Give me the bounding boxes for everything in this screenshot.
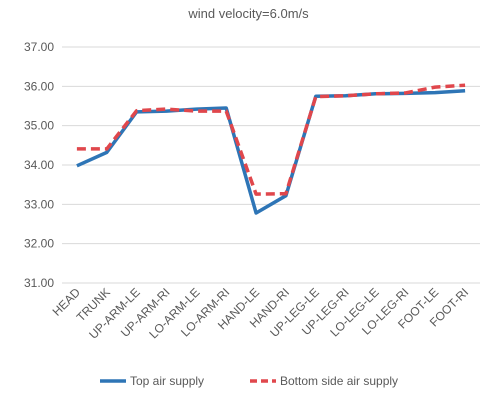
y-tick-label: 35.00 (24, 119, 54, 133)
legend-item: Bottom side air supply (250, 374, 398, 388)
y-tick-label: 32.00 (24, 237, 54, 251)
series-line-1 (76, 83, 466, 196)
legend-item: Top air supply (100, 374, 204, 388)
y-tick-label: 31.00 (24, 276, 54, 290)
x-axis-ticks: HEADTRUNKUP-ARM-LEUP-ARM-RILO-ARM-LELO-A… (50, 285, 472, 342)
legend: Top air supply Bottom side air supply (100, 374, 398, 388)
legend-label: Top air supply (130, 374, 204, 388)
y-tick-label: 33.00 (24, 197, 54, 211)
y-tick-label: 36.00 (24, 79, 54, 93)
y-axis-ticks: 31.00 32.00 33.00 34.00 35.00 36.00 37.00 (24, 40, 54, 290)
y-tick-label: 34.00 (24, 158, 54, 172)
y-tick-label: 37.00 (24, 40, 54, 54)
gridlines (62, 46, 480, 284)
legend-label: Bottom side air supply (280, 374, 398, 388)
series-lines (76, 83, 466, 215)
series-line-0 (76, 88, 466, 215)
chart-title: wind velocity=6.0m/s (188, 6, 309, 21)
